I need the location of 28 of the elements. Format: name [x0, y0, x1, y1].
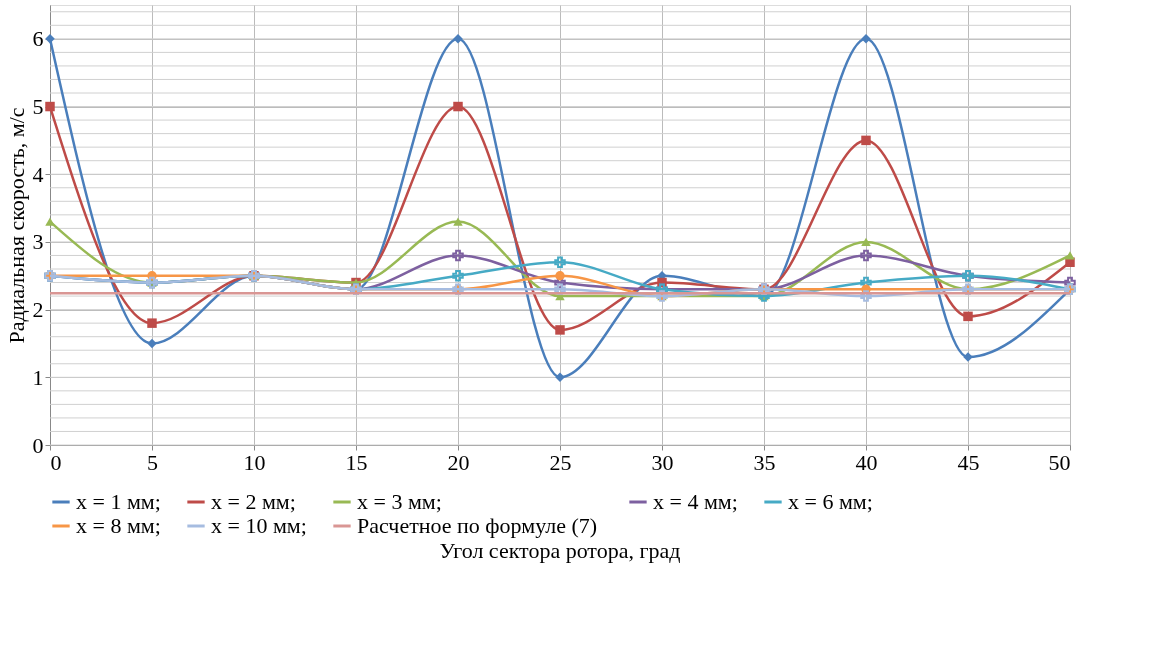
y-tick-label: 2	[32, 297, 44, 323]
x-tick-label: 5	[147, 449, 158, 475]
legend-label: Расчетное по формуле (7)	[357, 513, 598, 538]
y-tick-label: 4	[32, 161, 44, 187]
legend-label: x = 3 мм;	[357, 489, 442, 514]
x-tick-label: 25	[549, 449, 572, 475]
legend-label: x = 6 мм;	[788, 489, 873, 514]
x-tick-label: 10	[243, 449, 266, 475]
x-tick-label: 35	[753, 449, 776, 475]
x-tick-label: 0	[50, 449, 62, 475]
y-tick-label: 5	[32, 94, 44, 120]
legend-label: x = 2 мм;	[211, 489, 296, 514]
y-tick-label: 1	[32, 364, 44, 390]
legend-label: x = 8 мм;	[76, 513, 161, 538]
y-axis-title: Радиальная скорость, м/с	[3, 107, 29, 344]
legend-label: x = 1 мм;	[76, 489, 161, 514]
x-tick-label: 15	[345, 449, 368, 475]
x-tick-label: 40	[855, 449, 878, 475]
legend-label: x = 4 мм;	[653, 489, 738, 514]
y-tick-label: 3	[32, 229, 44, 255]
legend-label: x = 10 мм;	[211, 513, 307, 538]
y-tick-label: 6	[32, 26, 44, 52]
x-tick-label: 50	[1048, 449, 1071, 475]
x-tick-label: 30	[651, 449, 674, 475]
x-axis-title: Угол сектора ротора, град	[439, 538, 681, 563]
x-tick-label: 20	[447, 449, 470, 475]
y-tick-label: 0	[32, 432, 44, 458]
x-tick-label: 45	[957, 449, 980, 475]
